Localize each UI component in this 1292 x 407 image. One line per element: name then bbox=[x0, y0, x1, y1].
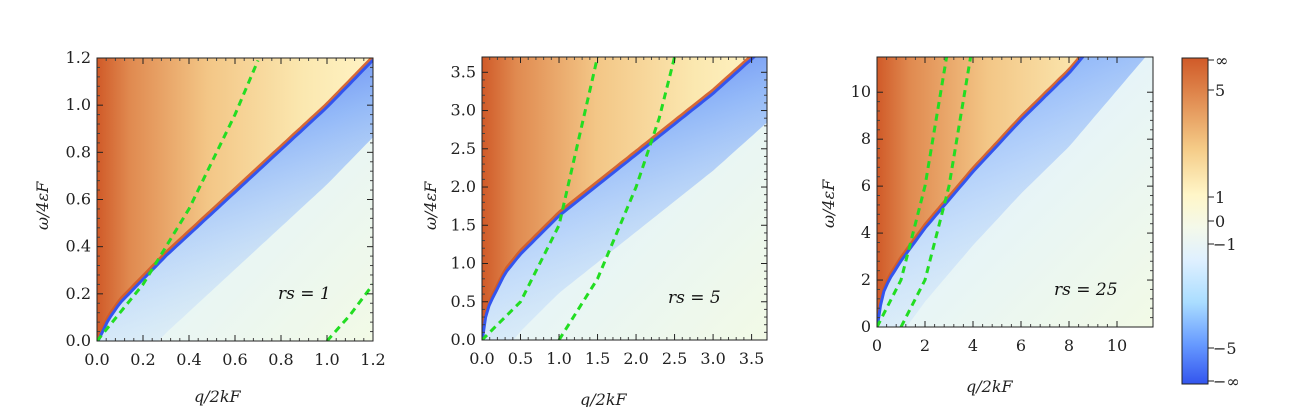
y-axis-label-2: ω/4εF bbox=[421, 181, 440, 230]
colorbar-label-1: 1 bbox=[1215, 188, 1225, 207]
dashed-line-1 bbox=[482, 57, 599, 340]
dashed-line-2 bbox=[557, 57, 677, 340]
y-tick-label: 0.4 bbox=[66, 237, 91, 256]
plasmon-band bbox=[877, 57, 1146, 327]
heatmap-3 bbox=[877, 57, 1153, 327]
heatmap-layer-1: 0.0 0.2 0.4 0.6 0.8 1.0 1.2 0.0 0.2 0.4 0.6 0.8 1.0 1… bbox=[66, 48, 386, 369]
boundary-blue bbox=[97, 58, 373, 341]
boundary-rim bbox=[877, 57, 1082, 326]
y-tick-label: 6 bbox=[861, 176, 871, 195]
x-tick-label: 0.2 bbox=[130, 350, 155, 369]
y-tick-label: 10 bbox=[851, 82, 871, 101]
y-tick-label: 0.0 bbox=[66, 331, 91, 350]
x-tick-label: 2 bbox=[920, 336, 930, 355]
y-axis-label-1: ω/4εF bbox=[33, 181, 52, 230]
y-tick-label: 2.5 bbox=[451, 139, 476, 158]
dashed-line-1 bbox=[877, 57, 949, 327]
y-tick-label: 0.2 bbox=[66, 284, 91, 303]
x-axis-label-2: q/2kF bbox=[580, 390, 628, 407]
heatmap-1 bbox=[97, 58, 373, 341]
x-axis-label-3: q/2kF bbox=[966, 377, 1014, 396]
y-tick-label: 1.0 bbox=[451, 254, 476, 273]
y-tick-label: 3.0 bbox=[451, 101, 476, 120]
y-tick-label: 8 bbox=[861, 129, 871, 148]
x-tick-label: 0.0 bbox=[469, 349, 494, 368]
y-tick-label: 1.0 bbox=[66, 95, 91, 114]
x-axis-label-1: q/2kF bbox=[194, 387, 242, 406]
panel-rs-25: 0 2 4 6 8 10 0 2 4 6 8 10 rs = 25 q/2kF ω/4εF bbox=[819, 56, 1154, 396]
x-tick-label: 3.5 bbox=[739, 349, 764, 368]
y-tick-label: 4 bbox=[861, 223, 871, 242]
axis-ticks-2: 0.0 0.5 1.0 1.5 2.0 2.5 3.0 3.5 0.0 0.5 1.0 1.5 2.0 2… bbox=[451, 57, 767, 368]
warm-region bbox=[97, 58, 373, 341]
x-tick-label: 8 bbox=[1064, 336, 1074, 355]
boundary-rim bbox=[97, 58, 373, 341]
colorbar-label-5: 5 bbox=[1215, 81, 1225, 100]
plot-frame-2 bbox=[481, 56, 768, 341]
axis-ticks-1: 0.0 0.2 0.4 0.6 0.8 1.0 1.2 0.0 0.2 0.4 0.6 0.8 1.0 1… bbox=[66, 48, 386, 369]
y-tick-label: 1.5 bbox=[451, 215, 476, 234]
x-tick-label: 1.2 bbox=[360, 350, 385, 369]
plasmon-band bbox=[482, 57, 767, 340]
y-tick-label: 0.5 bbox=[451, 292, 476, 311]
y-tick-label: 0.6 bbox=[66, 190, 91, 209]
x-tick-label: 1.0 bbox=[314, 350, 339, 369]
dashed-line-2 bbox=[325, 283, 373, 341]
x-tick-label: 2.5 bbox=[662, 349, 687, 368]
warm-region bbox=[482, 57, 767, 340]
x-tick-label: 4 bbox=[968, 336, 978, 355]
y-tick-label: 0.0 bbox=[451, 330, 476, 349]
colorbar-label-minus-1: −1 bbox=[1213, 235, 1237, 254]
x-tick-label: 0.4 bbox=[176, 350, 201, 369]
panel-rs-1: 0.0 0.2 0.4 0.6 0.8 1.0 1.2 0.0 0.2 0.4 0.6 0.8 1.0 1… bbox=[33, 48, 386, 406]
warm-region bbox=[877, 57, 1153, 327]
panel-rs-5: 0.0 0.5 1.0 1.5 2.0 2.5 3.0 3.5 0.0 0.5 1.0 1.5 2.0 2… bbox=[421, 56, 768, 407]
y-tick-label: 3.5 bbox=[451, 62, 476, 81]
annotation-rs-1: rs = 1 bbox=[278, 284, 331, 304]
x-tick-label: 1.5 bbox=[585, 349, 610, 368]
boundary-rim bbox=[482, 57, 753, 339]
colorbar-gradient bbox=[1181, 57, 1209, 385]
annotation-rs-25: rs = 25 bbox=[1054, 280, 1118, 300]
x-tick-label: 0.0 bbox=[84, 350, 109, 369]
x-tick-label: 3.0 bbox=[700, 349, 725, 368]
x-tick-label: 2.0 bbox=[623, 349, 648, 368]
x-tick-label: 0.8 bbox=[268, 350, 293, 369]
y-tick-label: 2 bbox=[861, 270, 871, 289]
y-tick-label: 1.2 bbox=[66, 48, 91, 67]
x-tick-label: 0.5 bbox=[508, 349, 533, 368]
x-tick-label: 10 bbox=[1107, 336, 1127, 355]
colorbar-label-inf: ∞ bbox=[1215, 51, 1228, 70]
y-tick-label: 0 bbox=[861, 317, 871, 336]
x-tick-label: 0.6 bbox=[222, 350, 247, 369]
y-axis-label-3: ω/4εF bbox=[819, 179, 838, 228]
colorbar-ticks: ∞ 5 1 0 −1 −5 −∞ bbox=[1208, 51, 1240, 391]
annotation-rs-5: rs = 5 bbox=[668, 288, 721, 308]
heatmap-2 bbox=[482, 57, 767, 340]
colorbar: ∞ 5 1 0 −1 −5 −∞ bbox=[1181, 51, 1240, 391]
x-tick-label: 0 bbox=[872, 336, 882, 355]
axis-ticks-3: 0 2 4 6 8 10 0 2 4 6 8 10 bbox=[851, 57, 1153, 355]
y-tick-label: 2.0 bbox=[451, 177, 476, 196]
dashed-line-2 bbox=[899, 57, 973, 327]
y-tick-label: 0.8 bbox=[66, 142, 91, 161]
boundary-blue bbox=[877, 57, 1085, 327]
heatmap-layer-3: 0 2 4 6 8 10 0 2 4 6 8 10 bbox=[851, 57, 1153, 355]
plot-frame-1 bbox=[96, 57, 374, 342]
x-tick-label: 1.0 bbox=[546, 349, 571, 368]
plot-frame-3 bbox=[876, 56, 1154, 328]
colorbar-label-0: 0 bbox=[1215, 212, 1225, 231]
x-tick-label: 6 bbox=[1016, 336, 1026, 355]
colorbar-label-minus-5: −5 bbox=[1213, 339, 1237, 358]
boundary-blue bbox=[482, 57, 757, 340]
heatmap-layer-2: 0.0 0.5 1.0 1.5 2.0 2.5 3.0 3.5 0.0 0.5 1.0 1.5 2.0 2… bbox=[451, 57, 767, 368]
dashed-line-1 bbox=[97, 59, 260, 341]
colorbar-label-minus-inf: −∞ bbox=[1213, 372, 1240, 391]
